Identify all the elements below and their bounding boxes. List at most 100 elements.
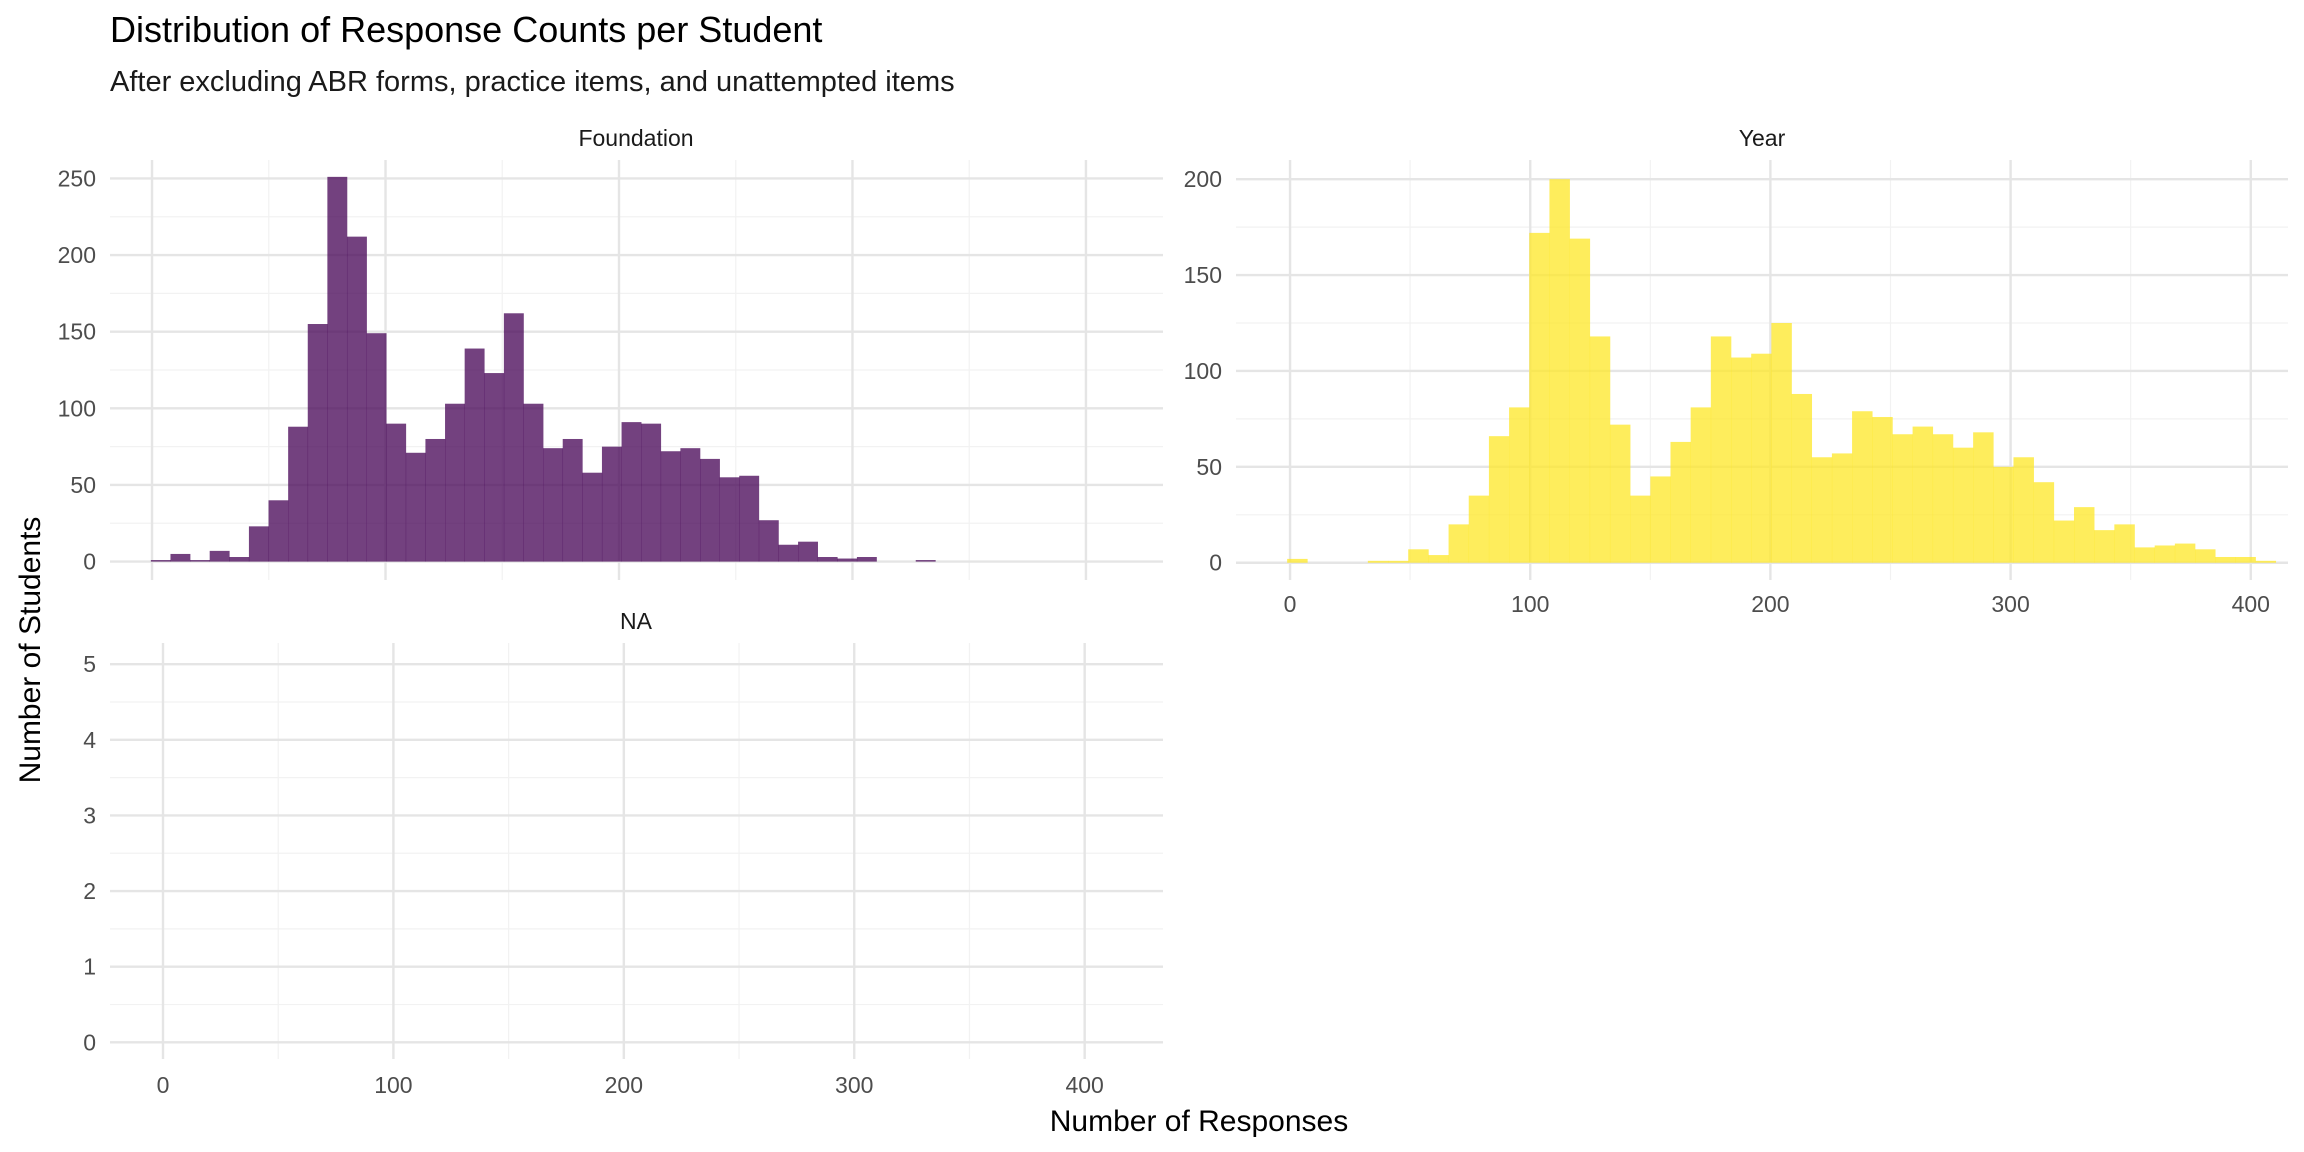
histogram-bar <box>327 176 348 562</box>
y-tick-label: 50 <box>70 472 96 498</box>
y-tick-label: 5 <box>83 651 96 677</box>
histogram-bar <box>1408 549 1429 563</box>
histogram-bar <box>346 236 367 562</box>
histogram-bar <box>268 500 289 562</box>
histogram-bar <box>464 348 485 562</box>
histogram-bar <box>1690 407 1712 563</box>
x-tick-label: 100 <box>1511 591 1549 617</box>
histogram-bar <box>543 448 564 562</box>
histogram-bar <box>2174 543 2196 563</box>
histogram-bar <box>837 558 858 562</box>
histogram-bar <box>1650 476 1671 563</box>
x-tick-label: 400 <box>1065 1072 1103 1098</box>
histogram-bar <box>856 557 877 562</box>
y-axis-title: Number of Students <box>14 517 47 784</box>
x-tick-label: 300 <box>835 1072 873 1098</box>
y-tick-label: 2 <box>83 878 96 904</box>
histogram-bar <box>1448 524 1470 563</box>
histogram-bar <box>1569 238 1591 563</box>
histogram-bar <box>915 560 936 562</box>
histogram-bar <box>758 520 779 562</box>
panel-na-grid <box>110 643 1163 1059</box>
histogram-bar <box>641 423 662 562</box>
histogram-bar <box>170 553 191 562</box>
histogram-bar <box>719 477 740 562</box>
histogram-bar <box>1549 179 1570 563</box>
y-tick-label: 100 <box>1184 358 1222 384</box>
histogram-bar <box>660 451 681 562</box>
histogram-bar <box>700 458 720 562</box>
histogram-bar <box>2033 482 2055 563</box>
chart-subtitle: After excluding ABR forms, practice item… <box>110 66 955 98</box>
histogram-bar <box>229 557 250 562</box>
y-tick-label: 100 <box>58 395 96 421</box>
histogram-bar <box>1509 407 1530 563</box>
panel-na: NA 0 1 2 3 4 5 0 100 200 300 400 <box>83 608 1163 1098</box>
histogram-bar <box>190 560 210 562</box>
histogram-bar <box>1731 357 1752 563</box>
x-axis-title: Number of Responses <box>1050 1105 1348 1138</box>
histogram-bar <box>1751 353 1772 563</box>
histogram-bar <box>248 526 269 562</box>
panel-year-strip-label: Year <box>1739 125 1786 151</box>
histogram-bar <box>1488 436 1510 563</box>
histogram-bar <box>621 422 642 562</box>
histogram-bar <box>1589 336 1611 563</box>
x-tick-label: 300 <box>1991 591 2029 617</box>
histogram-bar <box>523 403 544 562</box>
y-tick-label: 3 <box>83 802 96 828</box>
panel-na-y-ticks: 0 1 2 3 4 5 <box>83 651 96 1055</box>
histogram-bar <box>425 438 446 562</box>
histogram-bar <box>1771 323 1792 563</box>
x-tick-label: 0 <box>157 1072 170 1098</box>
histogram-bar <box>2255 560 2277 563</box>
histogram-bar <box>307 324 328 562</box>
histogram-bar <box>1468 495 1490 563</box>
chart-title: Distribution of Response Counts per Stud… <box>110 9 822 50</box>
panel-year-bars <box>1287 179 2277 563</box>
histogram-bar <box>1973 432 1994 563</box>
y-tick-label: 150 <box>1184 262 1222 288</box>
histogram-bar <box>2094 530 2115 563</box>
histogram-bar <box>386 423 407 562</box>
panel-year: Year 0 50 100 150 200 0 100 200 300 400 <box>1184 125 2288 617</box>
histogram-bar <box>484 373 505 562</box>
histogram-bar <box>288 426 309 562</box>
histogram-bar <box>1811 457 1833 563</box>
histogram-bar <box>1609 424 1631 563</box>
histogram-bar <box>1852 411 1873 563</box>
histogram-bar <box>2195 549 2216 563</box>
panel-foundation-bars <box>150 176 936 562</box>
histogram-bar <box>1872 416 1893 563</box>
y-tick-label: 4 <box>83 727 96 753</box>
x-tick-label: 200 <box>605 1072 643 1098</box>
x-tick-label: 200 <box>1751 591 1789 617</box>
histogram-bar <box>1710 336 1732 563</box>
y-tick-label: 200 <box>58 242 96 268</box>
histogram-bar <box>1529 232 1550 563</box>
panel-foundation-y-ticks: 0 50 100 150 200 250 <box>58 165 96 574</box>
histogram-bar <box>1932 434 1954 563</box>
panel-na-x-ticks: 0 100 200 300 400 <box>157 1072 1104 1098</box>
histogram-bar <box>405 452 426 562</box>
histogram-bar <box>2134 547 2155 563</box>
panel-year-x-ticks: 0 100 200 300 400 <box>1284 591 2270 617</box>
histogram-bar <box>562 438 583 562</box>
histogram-bar <box>817 557 838 562</box>
histogram-bar <box>1831 453 1853 563</box>
x-tick-label: 100 <box>374 1072 412 1098</box>
histogram-bar <box>601 446 622 562</box>
histogram-bar <box>582 472 603 562</box>
histogram-bar <box>2154 545 2176 563</box>
panel-year-y-ticks: 0 50 100 150 200 <box>1184 166 1222 576</box>
y-tick-label: 50 <box>1196 454 1222 480</box>
histogram-bar <box>2114 524 2135 563</box>
histogram-bar <box>2053 520 2075 563</box>
y-tick-label: 0 <box>83 1029 96 1055</box>
histogram-bar <box>680 448 701 562</box>
panel-na-strip-label: NA <box>620 608 653 634</box>
histogram-bar <box>2073 507 2095 563</box>
y-tick-label: 0 <box>83 549 96 575</box>
histogram-bar <box>1912 426 1934 563</box>
